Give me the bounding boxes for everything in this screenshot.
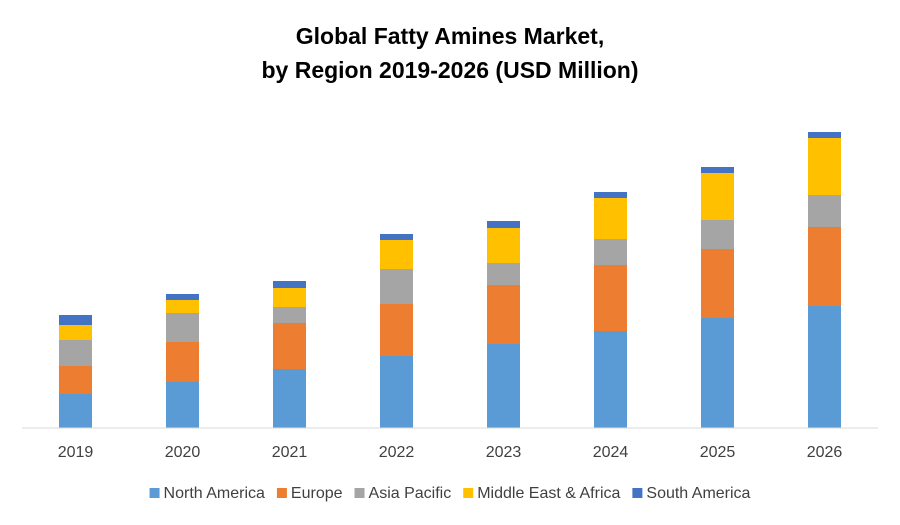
bar-segment — [273, 281, 306, 288]
bar-segment — [59, 366, 92, 394]
bar-segment — [273, 323, 306, 369]
legend-swatch — [463, 488, 474, 498]
bar-segment — [380, 234, 413, 240]
legend-swatch — [632, 488, 643, 498]
bar-segment — [487, 263, 520, 285]
bar-segment — [808, 138, 841, 195]
bar-segment — [701, 249, 734, 318]
bar-segment — [808, 227, 841, 306]
bar-segment — [59, 340, 92, 366]
bar-segment — [487, 344, 520, 428]
legend-swatch — [354, 488, 365, 498]
legend-label: North America — [164, 485, 265, 502]
bar-segment — [487, 285, 520, 344]
bar-segment — [166, 342, 199, 382]
bar-segment — [701, 318, 734, 428]
legend-swatch — [149, 488, 160, 498]
bar-segment — [273, 288, 306, 307]
bar-segment — [808, 306, 841, 428]
x-tick-label: 2022 — [379, 444, 415, 461]
bar-segment — [808, 195, 841, 227]
bar-segment — [166, 313, 199, 342]
bar-segment — [59, 394, 92, 428]
bar-segment — [380, 240, 413, 269]
bar-segment — [701, 220, 734, 249]
bar-segment — [487, 221, 520, 228]
bar-segment — [487, 228, 520, 263]
bar-segment — [380, 304, 413, 356]
x-tick-label: 2025 — [700, 444, 736, 461]
x-tick-label: 2019 — [58, 444, 94, 461]
bar-segment — [273, 307, 306, 323]
bar-segment — [380, 269, 413, 304]
bar-segment — [59, 325, 92, 340]
x-tick-label: 2026 — [807, 444, 843, 461]
legend-label: Asia Pacific — [369, 485, 452, 502]
chart-title: by Region 2019-2026 (USD Million) — [261, 57, 638, 83]
bar-segment — [166, 382, 199, 428]
legend-label: South America — [646, 485, 750, 502]
bar-segment — [273, 369, 306, 428]
chart-title: Global Fatty Amines Market, — [296, 23, 604, 49]
bar-segment — [594, 192, 627, 198]
bar-segment — [380, 356, 413, 428]
legend-swatch — [276, 488, 287, 498]
bar-segment — [166, 300, 199, 313]
bar-segment — [59, 315, 92, 325]
bar-segment — [594, 265, 627, 331]
bar-segment — [808, 132, 841, 138]
bar-segment — [166, 294, 199, 300]
bar-segment — [594, 331, 627, 428]
x-tick-label: 2021 — [272, 444, 308, 461]
legend-label: Middle East & Africa — [477, 485, 620, 502]
bar-segment — [701, 173, 734, 220]
x-tick-label: 2024 — [593, 444, 629, 461]
bar-segment — [594, 239, 627, 265]
legend-label: Europe — [291, 485, 343, 502]
bar-segment — [701, 167, 734, 173]
bar-segment — [594, 198, 627, 239]
x-tick-label: 2023 — [486, 444, 522, 461]
x-tick-label: 2020 — [165, 444, 201, 461]
